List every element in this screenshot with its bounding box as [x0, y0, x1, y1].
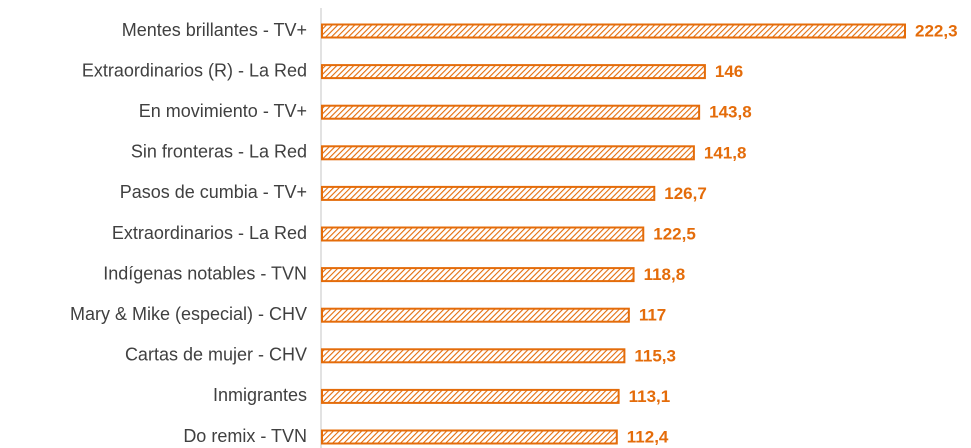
value-label: 118,8 [644, 265, 686, 284]
value-label: 222,3 [915, 21, 958, 40]
category-label: Indígenas notables - TVN [103, 263, 307, 283]
value-label: 146 [715, 62, 743, 81]
value-label: 141,8 [704, 143, 747, 162]
bar [321, 348, 626, 364]
category-label: Pasos de cumbia - TV+ [120, 182, 307, 202]
bar [321, 307, 630, 323]
category-label: Sin fronteras - La Red [131, 142, 307, 162]
category-label: En movimiento - TV+ [139, 101, 307, 121]
category-label: Mentes brillantes - TV+ [122, 20, 307, 40]
value-label: 143,8 [709, 103, 752, 122]
category-label: Mary & Mike (especial) - CHV [70, 304, 307, 324]
category-label: Cartas de mujer - CHV [125, 345, 307, 365]
category-label: Extraordinarios - La Red [112, 223, 307, 243]
bar [321, 185, 656, 201]
bar [321, 226, 645, 242]
value-label: 115,3 [634, 346, 676, 365]
bar [321, 267, 635, 283]
value-label: 126,7 [664, 184, 707, 203]
category-label: Do remix - TVN [183, 426, 307, 446]
category-label: Extraordinarios (R) - La Red [82, 60, 307, 80]
bar [321, 23, 906, 39]
value-label: 113,1 [629, 387, 671, 406]
category-label: Inmigrantes [213, 385, 307, 405]
value-label: 122,5 [653, 224, 696, 243]
bar [321, 429, 618, 445]
bar [321, 145, 695, 161]
bar [321, 104, 701, 120]
value-label: 112,4 [627, 427, 669, 446]
value-label: 117 [639, 306, 666, 325]
bar [321, 64, 706, 80]
bar [321, 388, 620, 404]
